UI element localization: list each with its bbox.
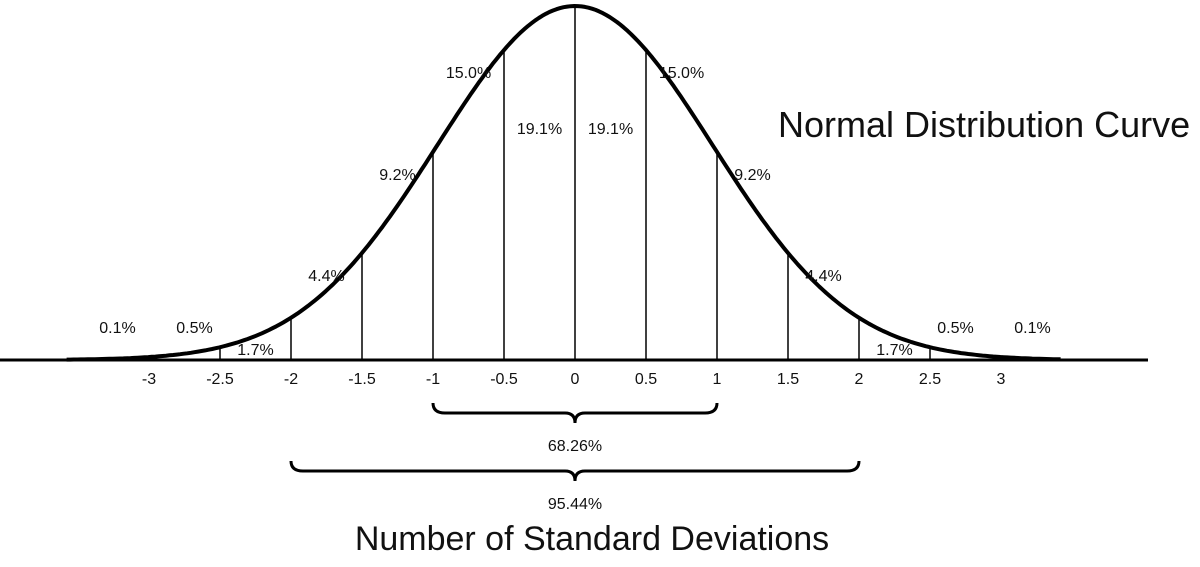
x-tick-label: -2 — [284, 371, 298, 388]
segment-percent-label: 15.0% — [446, 65, 491, 82]
x-tick-label: -3 — [142, 371, 156, 388]
range-brace — [431, 402, 719, 424]
x-tick-label: 1.5 — [777, 371, 799, 388]
segment-percent-label: 4.4% — [308, 268, 344, 285]
x-tick-labels: -3 -2.5 -2 -1.5 -1 -0.5 0 0.5 1 1.5 2 2.5 3 — [142, 371, 1006, 388]
chart-title: Normal Distribution Curve — [778, 104, 1191, 145]
segment-percent-label: 9.2% — [734, 167, 770, 184]
segment-percent-labels: 0.1% 0.5% 1.7% 4.4% 9.2% 15.0% 19.1% 19.1% 15.0%… — [99, 65, 1050, 359]
x-tick-label: 2 — [855, 371, 864, 388]
x-tick-label: -1 — [426, 371, 440, 388]
segment-percent-label: 9.2% — [379, 167, 415, 184]
x-tick-label: 0 — [571, 371, 580, 388]
range-percent-label: 95.44% — [548, 496, 602, 513]
range-braces: 68.26% 95.44% — [289, 402, 861, 513]
x-tick-label: 0.5 — [635, 371, 657, 388]
x-tick-label: 3 — [997, 371, 1006, 388]
range-brace — [289, 460, 861, 482]
x-tick-label: -1.5 — [348, 371, 376, 388]
x-axis-label: Number of Standard Deviations — [354, 520, 830, 558]
segment-percent-label: 1.7% — [876, 342, 912, 359]
x-tick-label: 2.5 — [919, 371, 941, 388]
segment-percent-label: 15.0% — [659, 65, 704, 82]
segment-percent-label: 4.4% — [805, 268, 841, 285]
range-percent-label: 68.26% — [548, 438, 602, 455]
bell-curve — [66, 4, 1061, 362]
x-tick-label: -0.5 — [490, 371, 518, 388]
sd-dividers — [148, 6, 1002, 360]
x-tick-label: -2.5 — [206, 371, 234, 388]
segment-percent-label: 19.1% — [517, 121, 562, 138]
segment-percent-label: 0.5% — [937, 320, 973, 337]
segment-percent-label: 0.1% — [1014, 320, 1050, 337]
segment-percent-label: 0.1% — [99, 320, 135, 337]
segment-percent-label: 1.7% — [237, 342, 273, 359]
x-tick-label: 1 — [713, 371, 722, 388]
segment-percent-label: 0.5% — [176, 320, 212, 337]
segment-percent-label: 19.1% — [588, 121, 633, 138]
